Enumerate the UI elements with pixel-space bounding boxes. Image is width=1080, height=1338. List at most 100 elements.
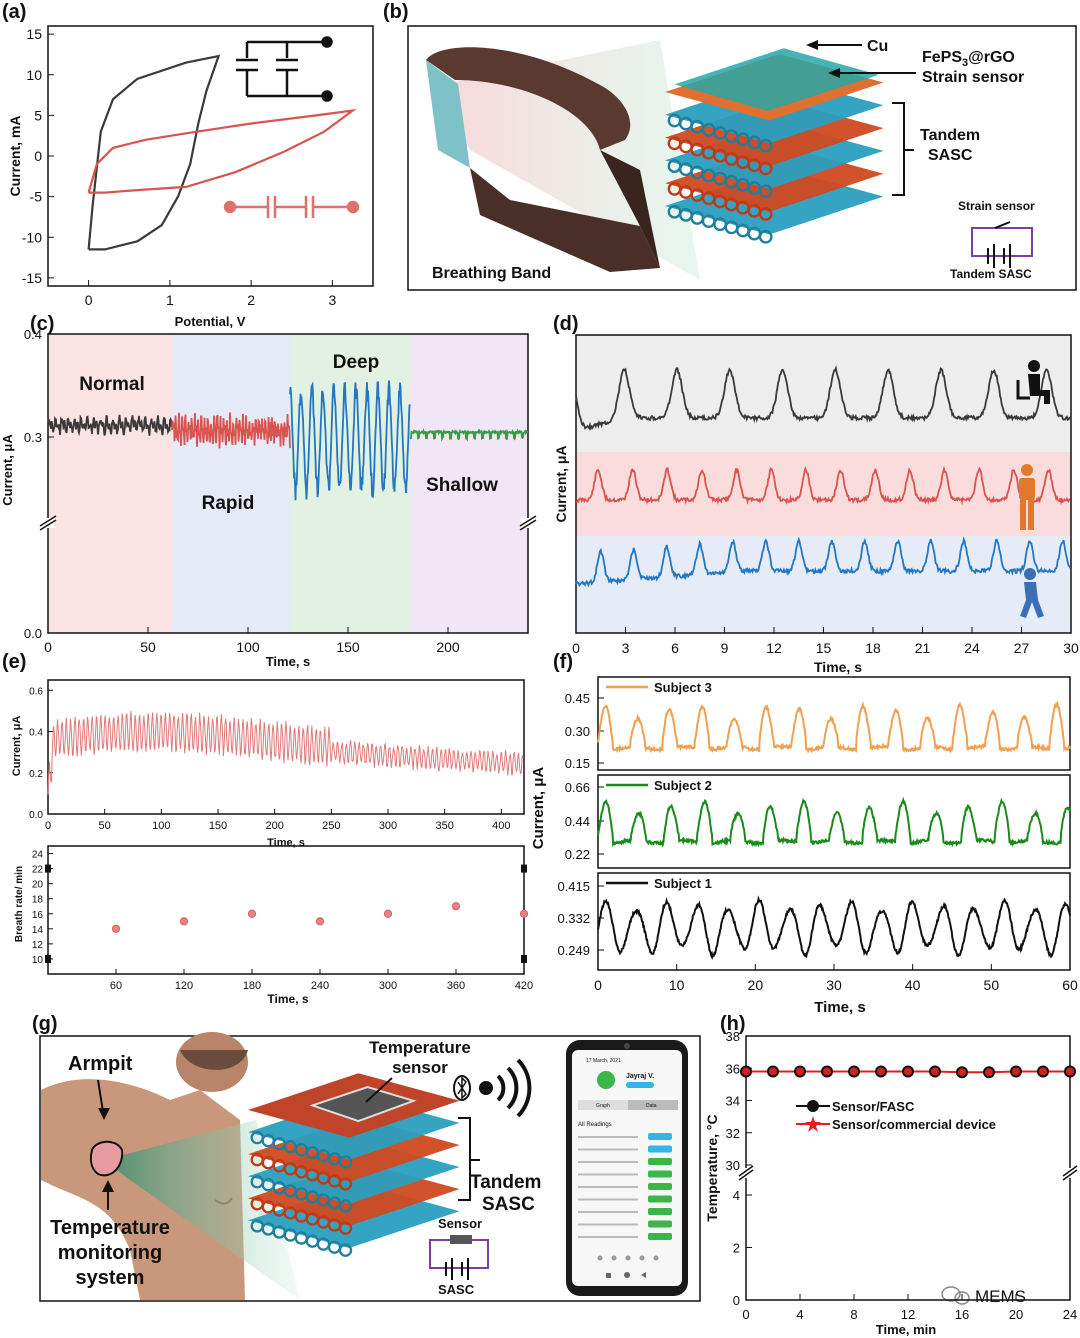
coil: [338, 1155, 353, 1169]
panel-a-axes: 0 1 2 3 -15 -10 -5 0 5 10 15: [22, 26, 337, 308]
legend-label: Subject 1: [654, 876, 712, 891]
panel-d-xlabel: Time, s: [814, 659, 862, 675]
legend-label: Subject 2: [654, 778, 712, 793]
x-tick-label: 3: [328, 292, 336, 308]
signal-#3a3a3a: [47, 414, 173, 437]
region-label-rapid: Rapid: [202, 493, 255, 514]
x-tick-label: 2: [247, 292, 255, 308]
panel-label-g: (g): [32, 1013, 58, 1035]
panel-h-ylabel: Temperature, °C: [704, 1114, 720, 1221]
sasc-label-g: SASC: [482, 1194, 535, 1215]
coil: [338, 1177, 353, 1191]
commercial-device-point: [850, 1067, 858, 1076]
y-tick-label: 0.66: [565, 780, 590, 795]
coil: [758, 229, 773, 244]
x-tick-label: 40: [905, 977, 921, 993]
panel-label-b: (b): [383, 1, 409, 23]
phone-row-text: [578, 1136, 638, 1138]
y-tick-label: 0.6: [29, 686, 43, 697]
coil: [338, 1243, 353, 1257]
breathing-band-label: Breathing Band: [432, 265, 551, 282]
x-tick-label: 4: [796, 1307, 803, 1322]
panel-g-illustration: Armpit Temperature monitoring system Tem…: [39, 1032, 1026, 1306]
phone-row-text: [578, 1161, 638, 1163]
phone-row-text: [578, 1198, 638, 1201]
panel-g-frame: [39, 1035, 701, 1302]
y-tick-label: 0.2: [29, 769, 43, 780]
panel-a-frame: [47, 25, 374, 287]
y-tick-label: -10: [22, 229, 42, 245]
panel-f: 0 10 20 30 40 50 60 0.45 0.30 0.15 Subject 3 0.66 0.…: [530, 676, 1078, 1016]
panel-e-top-xlabel: Time, s: [267, 837, 305, 849]
y-tick-label: 36: [726, 1061, 740, 1076]
legend-marker-star: [805, 1116, 821, 1132]
walking-person-icon: [1020, 568, 1044, 618]
y-tick-label: 0: [34, 148, 42, 164]
temp-monitor-label-1: Temperature: [50, 1217, 170, 1239]
legend-label-commercial: Sensor/commercial device: [832, 1117, 996, 1132]
svg-text:FePS3@rGO: FePS3@rGO: [922, 49, 1015, 69]
axis-break-mark: [521, 864, 527, 873]
series-standing: [575, 465, 1071, 506]
sensor-stack-image: [248, 1073, 460, 1257]
x-tick-label: 400: [492, 820, 510, 832]
x-tick-label: 0: [85, 292, 93, 308]
y-tick-label-b: 24: [32, 850, 44, 861]
y-tick-label: 0.30: [565, 724, 590, 739]
watermark: MEMS: [975, 1287, 1026, 1306]
y-tick-label: 0.44: [565, 814, 590, 829]
y-tick-label: 38: [726, 1029, 740, 1044]
region-normal: [48, 334, 172, 633]
x-tick-label: 21: [915, 640, 931, 656]
circuit-icon: [971, 221, 1033, 257]
y-tick-label-b: 16: [32, 910, 44, 921]
fepsrgo-label-sub: 3: [962, 57, 968, 69]
region-label-normal: Normal: [79, 374, 144, 395]
tandem-sasc-stack-image: [665, 48, 884, 244]
axis-break-mark: [1062, 1165, 1078, 1181]
x-tick-label-b: 420: [515, 980, 533, 992]
y-tick-label: -5: [30, 189, 43, 205]
panel-d-ylabel: Current, μA: [553, 445, 569, 522]
axis-break-gap: [739, 1168, 753, 1178]
panel-d-band-red: [576, 452, 1071, 536]
panel-a-ylabel: Current, mA: [7, 116, 23, 197]
y-tick-label: -15: [22, 270, 42, 286]
armpit-label: Armpit: [68, 1053, 133, 1075]
panel-e-bottom-xlabel: Time, s: [267, 992, 308, 1006]
commercial-device-point: [796, 1067, 804, 1076]
panel-e: 0 50 100 150 200 250 300 350 400 0.0 0.2 0.4 0.6 60 12…: [11, 679, 533, 1006]
series-walking: [575, 536, 1072, 588]
breath-rate-point: [315, 917, 325, 926]
temp-monitor-label-2: monitoring: [58, 1242, 162, 1264]
legend-marker-circle: [807, 1100, 819, 1112]
x-tick-label: 50: [140, 639, 156, 655]
standing-person-icon: [1019, 464, 1035, 530]
commercial-device-point: [1012, 1067, 1020, 1076]
signal-#d9534f: [171, 412, 291, 449]
panel-d: 0 3 6 9 12 15 18 21 24 27 30 Time, s Current, μA: [553, 334, 1079, 675]
user-avatar-icon: [597, 1071, 615, 1089]
wireless-signal-icon: [479, 1058, 532, 1118]
strain-sensor-small-label: Strain sensor: [958, 199, 1035, 213]
axis-break-gap: [521, 518, 535, 528]
strain-sensor-label: Strain sensor: [922, 69, 1024, 86]
phone-row-badge: [648, 1145, 672, 1153]
battery-icon: [987, 244, 1011, 268]
x-tick-label: 60: [1062, 977, 1078, 993]
phone-row-text: [578, 1173, 638, 1176]
zoom-beam: [440, 40, 700, 280]
coil: [758, 138, 773, 153]
panel-e-top-frame: [47, 679, 525, 815]
y-tick-label-b: 22: [32, 865, 44, 876]
x-tick-label: 30: [1063, 640, 1079, 656]
coil: [758, 184, 773, 199]
panel-f-xlabel: Time, s: [814, 999, 865, 1016]
y-tick-label: 34: [726, 1094, 740, 1109]
series-subject-2: [597, 796, 1071, 849]
fepsrgo-label-pre: FePS: [922, 49, 962, 66]
commercial-device-point: [769, 1067, 777, 1076]
panel-c: 0 50 100 150 200 0.0 0.3 0.4 Normal Rapid Deep Sha…: [0, 327, 537, 669]
y-tick-label: 0.45: [565, 691, 590, 706]
phone-row-badge: [648, 1220, 672, 1228]
